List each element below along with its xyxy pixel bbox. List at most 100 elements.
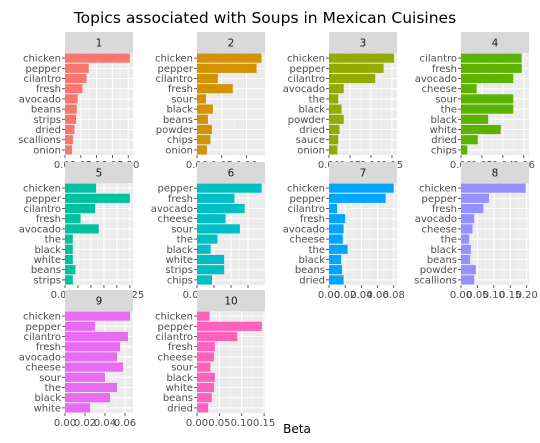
x-tick-label: 0.04 (94, 418, 116, 429)
category-label: the (177, 235, 193, 246)
x-tick-label: 0.02 (334, 290, 356, 301)
category-label: white (34, 403, 61, 414)
x-tick-label: 0.05 (466, 290, 488, 301)
bar-black (329, 254, 342, 265)
bar-pepper (461, 193, 489, 203)
bar-fresh (65, 342, 120, 352)
category-label: chicken (287, 54, 325, 65)
bar-beans (461, 254, 471, 265)
bar-chicken (197, 311, 210, 321)
facet-strip (197, 162, 265, 183)
bar-avocado (65, 352, 117, 362)
bar-sour (197, 224, 240, 234)
category-label: black (166, 245, 193, 256)
bar-scallions (461, 275, 475, 285)
category-label: cheese (25, 363, 61, 374)
category-label: powder (288, 115, 326, 126)
category-label: fresh (168, 342, 193, 353)
category-label: chicken (155, 54, 193, 65)
facet-strip (65, 162, 133, 183)
bar-beans (65, 265, 76, 275)
bar-white (65, 254, 73, 265)
bar-cilantro (197, 73, 218, 84)
bar-black (65, 393, 110, 403)
bar-fresh (197, 342, 215, 352)
category-label: pepper (26, 194, 62, 205)
category-label: fresh (36, 342, 61, 353)
bar-white (65, 403, 90, 413)
bar-fresh (65, 214, 81, 224)
category-label: the (309, 245, 325, 256)
category-label: fresh (300, 214, 325, 225)
bar-chicken (329, 183, 394, 193)
bar-pepper (65, 193, 130, 203)
category-label: chips (167, 275, 193, 286)
facet-panels: 10.000.050.100.150.20chickenpeppercilant… (18, 32, 538, 429)
category-label: chicken (419, 184, 457, 195)
bar-fresh (197, 84, 233, 94)
facet-strip-label: 1 (96, 38, 103, 50)
category-label: pepper (26, 322, 62, 333)
category-label: cilantro (156, 74, 193, 85)
bar-chips (197, 135, 211, 145)
category-label: cilantro (288, 204, 325, 215)
bar-pepper (65, 321, 95, 331)
bar-chicken (65, 183, 97, 193)
category-label: cilantro (288, 74, 325, 85)
bar-pepper (329, 63, 384, 73)
category-label: cheese (421, 224, 457, 235)
category-label: dried (299, 125, 325, 136)
category-label: white (430, 125, 457, 136)
bar-scallions (65, 135, 73, 145)
bar-cilantro (197, 331, 238, 342)
category-label: dried (299, 275, 325, 286)
category-label: chicken (155, 312, 193, 323)
category-label: dried (167, 403, 193, 414)
category-label: chips (167, 135, 193, 146)
category-label: chicken (23, 184, 61, 195)
category-label: avocado (415, 74, 457, 85)
category-label: beans (427, 255, 457, 266)
bar-cheese (197, 352, 214, 362)
facet-3: 30.000.050.100.15chickenpeppercilantroav… (283, 32, 403, 171)
category-label: avocado (19, 352, 61, 363)
bar-sour (461, 94, 514, 104)
bar-avocado (461, 214, 475, 224)
x-tick-label: 0.00 (318, 290, 340, 301)
facet-5: 50.0000.0250.0500.0750.1000.125chickenpe… (19, 162, 144, 301)
category-label: pepper (158, 64, 194, 75)
category-label: beans (31, 265, 61, 276)
category-label: the (441, 105, 457, 116)
category-label: beans (31, 105, 61, 116)
category-label: avocado (19, 94, 61, 105)
bar-fresh (461, 63, 522, 73)
facet-2: 20.000.050.10chickenpeppercilantrofreshs… (155, 32, 265, 171)
category-label: pepper (26, 64, 62, 75)
category-label: strips (165, 265, 193, 276)
category-label: pepper (422, 194, 458, 205)
x-tick-label: 0.10 (483, 290, 505, 301)
category-label: cilantro (24, 74, 61, 85)
bar-powder (197, 124, 212, 135)
bar-white (461, 124, 501, 135)
category-label: black (166, 105, 193, 116)
bar-chicken (197, 53, 262, 63)
category-label: powder (420, 265, 458, 276)
x-tick-label: 0.06 (114, 418, 136, 429)
bar-beans (197, 393, 212, 403)
bar-dried (197, 403, 209, 413)
category-label: fresh (36, 84, 61, 95)
category-label: fresh (432, 204, 457, 215)
facet-strip (329, 32, 397, 53)
bar-dried (461, 135, 478, 145)
x-tick-label: 0.10 (231, 418, 253, 429)
category-label: pepper (290, 194, 326, 205)
x-tick-label: 0.08 (383, 290, 405, 301)
facet-strip-label: 6 (228, 168, 235, 180)
category-label: black (430, 115, 457, 126)
bar-chips (197, 275, 212, 285)
bar-fresh (65, 84, 83, 94)
category-label: cilantro (156, 332, 193, 343)
facet-strip (329, 162, 397, 183)
